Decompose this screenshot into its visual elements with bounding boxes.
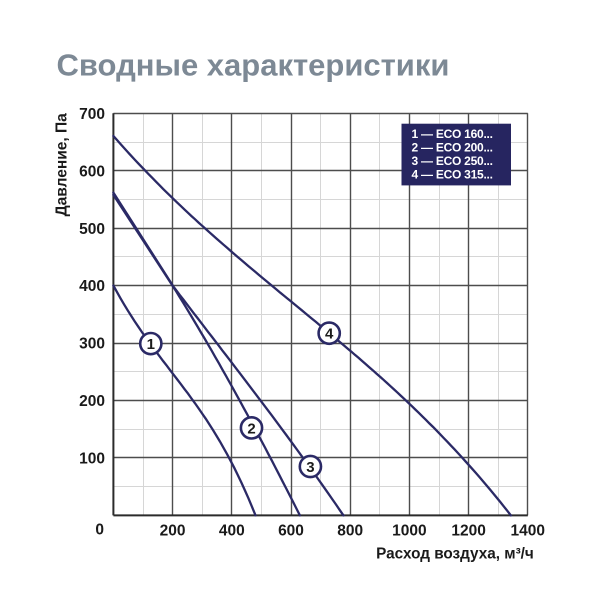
svg-text:1 — ECO 160...: 1 — ECO 160... (412, 127, 493, 141)
svg-text:400: 400 (219, 523, 245, 540)
svg-text:100: 100 (79, 451, 105, 468)
svg-text:800: 800 (337, 523, 363, 540)
svg-text:1200: 1200 (451, 523, 485, 540)
svg-text:600: 600 (79, 163, 105, 180)
svg-text:1: 1 (147, 336, 155, 353)
svg-text:200: 200 (160, 523, 186, 540)
svg-text:Давление, Па: Давление, Па (53, 113, 70, 217)
svg-text:400: 400 (79, 278, 105, 295)
svg-text:3: 3 (306, 459, 314, 476)
svg-text:2: 2 (247, 420, 255, 437)
svg-text:1400: 1400 (511, 523, 545, 540)
svg-text:4 — ECO 315...: 4 — ECO 315... (412, 168, 493, 182)
svg-text:4: 4 (325, 326, 334, 343)
svg-text:700: 700 (79, 106, 105, 123)
svg-text:600: 600 (278, 523, 304, 540)
svg-text:1000: 1000 (392, 523, 426, 540)
svg-text:0: 0 (95, 522, 104, 539)
svg-text:Расход воздуха, м³/ч: Расход воздуха, м³/ч (376, 546, 534, 563)
svg-text:300: 300 (79, 336, 105, 353)
svg-text:Сводные характеристики: Сводные характеристики (57, 48, 450, 83)
svg-text:2 — ECO 200...: 2 — ECO 200... (412, 141, 493, 155)
svg-text:500: 500 (79, 221, 105, 238)
svg-text:200: 200 (79, 393, 105, 410)
svg-text:3 — ECO 250...: 3 — ECO 250... (412, 154, 493, 168)
